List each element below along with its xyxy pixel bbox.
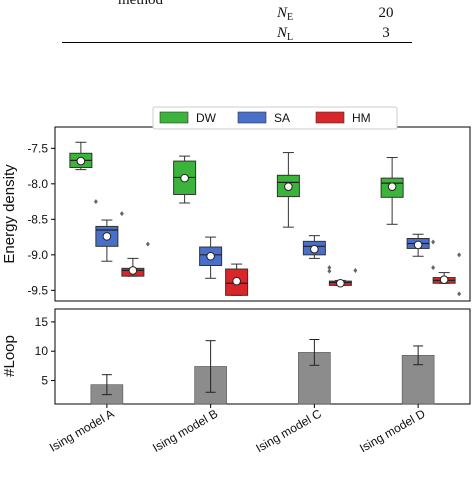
- table-header: method: [118, 0, 163, 8]
- outlier: [457, 252, 462, 258]
- row-label: NL: [276, 25, 293, 43]
- y-tick-label: -9.0: [27, 248, 48, 262]
- y-axis-label: Energy density: [1, 164, 18, 264]
- row-value: 20: [379, 5, 394, 21]
- y-tick-label: 15: [35, 315, 49, 329]
- panel-frame: [54, 308, 471, 405]
- legend-swatch: [315, 111, 345, 124]
- outlier: [327, 265, 332, 271]
- mean: [336, 278, 345, 288]
- y-tick-label: 10: [35, 344, 49, 358]
- mean: [206, 251, 215, 261]
- outlier: [93, 199, 98, 205]
- mean: [128, 266, 138, 275]
- legend-swatch: [237, 111, 267, 124]
- outlier: [145, 241, 150, 247]
- outlier: [119, 211, 124, 217]
- legend-label: HM: [352, 111, 371, 125]
- row-label: NE: [276, 5, 293, 23]
- outlier: [353, 267, 358, 273]
- legend-label: DW: [196, 111, 217, 125]
- x-tick-label: Ising model C: [253, 406, 324, 455]
- mean: [310, 244, 319, 254]
- y-tick-label: -8.0: [27, 177, 48, 191]
- x-tick-label: Ising model D: [357, 406, 428, 455]
- mean: [76, 156, 86, 166]
- panel-frame: [54, 126, 471, 302]
- mean: [102, 232, 112, 241]
- outlier: [431, 265, 436, 271]
- subscript: L: [287, 32, 293, 43]
- subscript: E: [287, 12, 293, 23]
- legend-swatch: [159, 111, 189, 124]
- y-tick-label: -9.5: [27, 283, 48, 297]
- symbol: N: [276, 25, 288, 41]
- mean: [413, 240, 423, 250]
- symbol: N: [276, 5, 288, 21]
- x-tick-label: Ising model B: [150, 406, 220, 454]
- y-tick-label: 5: [41, 374, 48, 388]
- y-axis-label: #Loop: [1, 335, 18, 377]
- outlier: [431, 239, 436, 245]
- y-tick-label: -7.5: [27, 141, 48, 155]
- mean: [180, 173, 189, 183]
- mean: [284, 182, 293, 191]
- x-tick-label: Ising model A: [47, 406, 116, 454]
- legend-label: SA: [274, 111, 290, 125]
- y-tick-label: -8.5: [27, 212, 48, 226]
- outlier: [327, 268, 332, 274]
- mean: [439, 275, 449, 284]
- mean: [387, 182, 397, 191]
- mean: [232, 276, 241, 286]
- outlier: [457, 291, 462, 297]
- row-value: 3: [382, 25, 390, 41]
